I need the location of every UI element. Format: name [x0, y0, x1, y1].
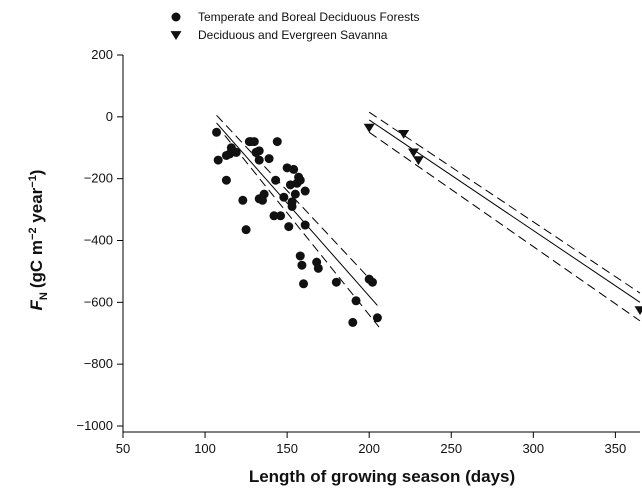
data-point	[249, 137, 259, 147]
data-point	[351, 296, 361, 306]
data-point	[367, 277, 377, 287]
data-point	[290, 189, 300, 199]
data-point	[279, 192, 289, 202]
confidence-line	[368, 111, 641, 294]
data-point	[221, 175, 231, 185]
data-point	[297, 260, 307, 270]
x-tick-label: 250	[440, 441, 462, 456]
x-tick-label: 50	[116, 441, 130, 456]
y-tick-label: −400	[84, 233, 113, 248]
y-label-exp: −1	[27, 175, 39, 188]
data-point	[231, 147, 241, 157]
data-point	[238, 195, 248, 205]
data-point	[212, 127, 222, 137]
y-tick-label: −1000	[76, 418, 113, 433]
x-tick-label: 300	[522, 441, 544, 456]
data-point	[276, 211, 286, 221]
x-axis-label: Length of growing season (days)	[249, 467, 515, 486]
data-point	[398, 129, 410, 139]
data-point	[264, 154, 274, 164]
data-point	[372, 313, 382, 323]
data-point	[254, 155, 264, 165]
legend-marker	[171, 12, 181, 22]
y-label-unit: )	[27, 170, 46, 176]
data-point	[254, 146, 264, 156]
data-point	[284, 222, 294, 232]
data-point	[259, 189, 269, 199]
legend-marker	[170, 31, 182, 40]
y-label-subscript: N	[38, 292, 50, 300]
y-tick-label: −600	[84, 294, 113, 309]
data-point	[363, 123, 375, 133]
y-label-unit: year	[27, 187, 46, 227]
data-point	[408, 148, 420, 158]
y-label-exp: −2	[27, 227, 39, 240]
data-point	[634, 306, 642, 316]
data-point	[412, 156, 424, 166]
y-axis-label: FN (gC m−2 year−1)	[27, 170, 50, 311]
y-label-symbol: F	[27, 299, 46, 310]
data-point	[289, 164, 299, 174]
data-point	[348, 317, 358, 327]
legend-label: Deciduous and Evergreen Savanna	[198, 28, 388, 42]
x-tick-label: 150	[276, 441, 298, 456]
data-point	[331, 277, 341, 287]
y-label-unit: (gC m	[27, 240, 46, 288]
data-point	[241, 225, 251, 235]
legend-label: Temperate and Boreal Deciduous Forests	[198, 10, 419, 24]
data-point	[287, 201, 297, 211]
data-point	[272, 137, 282, 147]
y-tick-label: 200	[91, 47, 113, 62]
x-tick-label: 350	[605, 441, 627, 456]
data-point	[271, 175, 281, 185]
fit-line	[368, 119, 641, 303]
confidence-line	[368, 131, 641, 322]
y-tick-label: −200	[84, 171, 113, 186]
data-point	[295, 251, 305, 261]
data-point	[313, 263, 323, 273]
data-point	[300, 220, 310, 230]
data-point	[295, 175, 305, 185]
data-point	[213, 155, 223, 165]
data-point	[269, 211, 279, 221]
data-point	[300, 186, 310, 196]
x-tick-label: 100	[194, 441, 216, 456]
data-point	[299, 279, 309, 289]
y-tick-label: −800	[84, 356, 113, 371]
y-tick-label: 0	[106, 109, 113, 124]
x-tick-label: 200	[358, 441, 380, 456]
fit-line	[216, 122, 378, 306]
